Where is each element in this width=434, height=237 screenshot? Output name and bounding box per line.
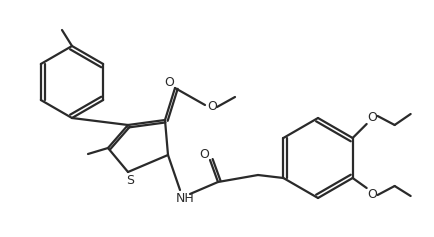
- Text: O: O: [207, 100, 217, 114]
- Text: O: O: [367, 111, 377, 124]
- Text: O: O: [164, 76, 174, 88]
- Text: O: O: [367, 187, 377, 201]
- Text: NH: NH: [175, 191, 194, 205]
- Text: O: O: [199, 147, 208, 160]
- Text: S: S: [126, 173, 134, 187]
